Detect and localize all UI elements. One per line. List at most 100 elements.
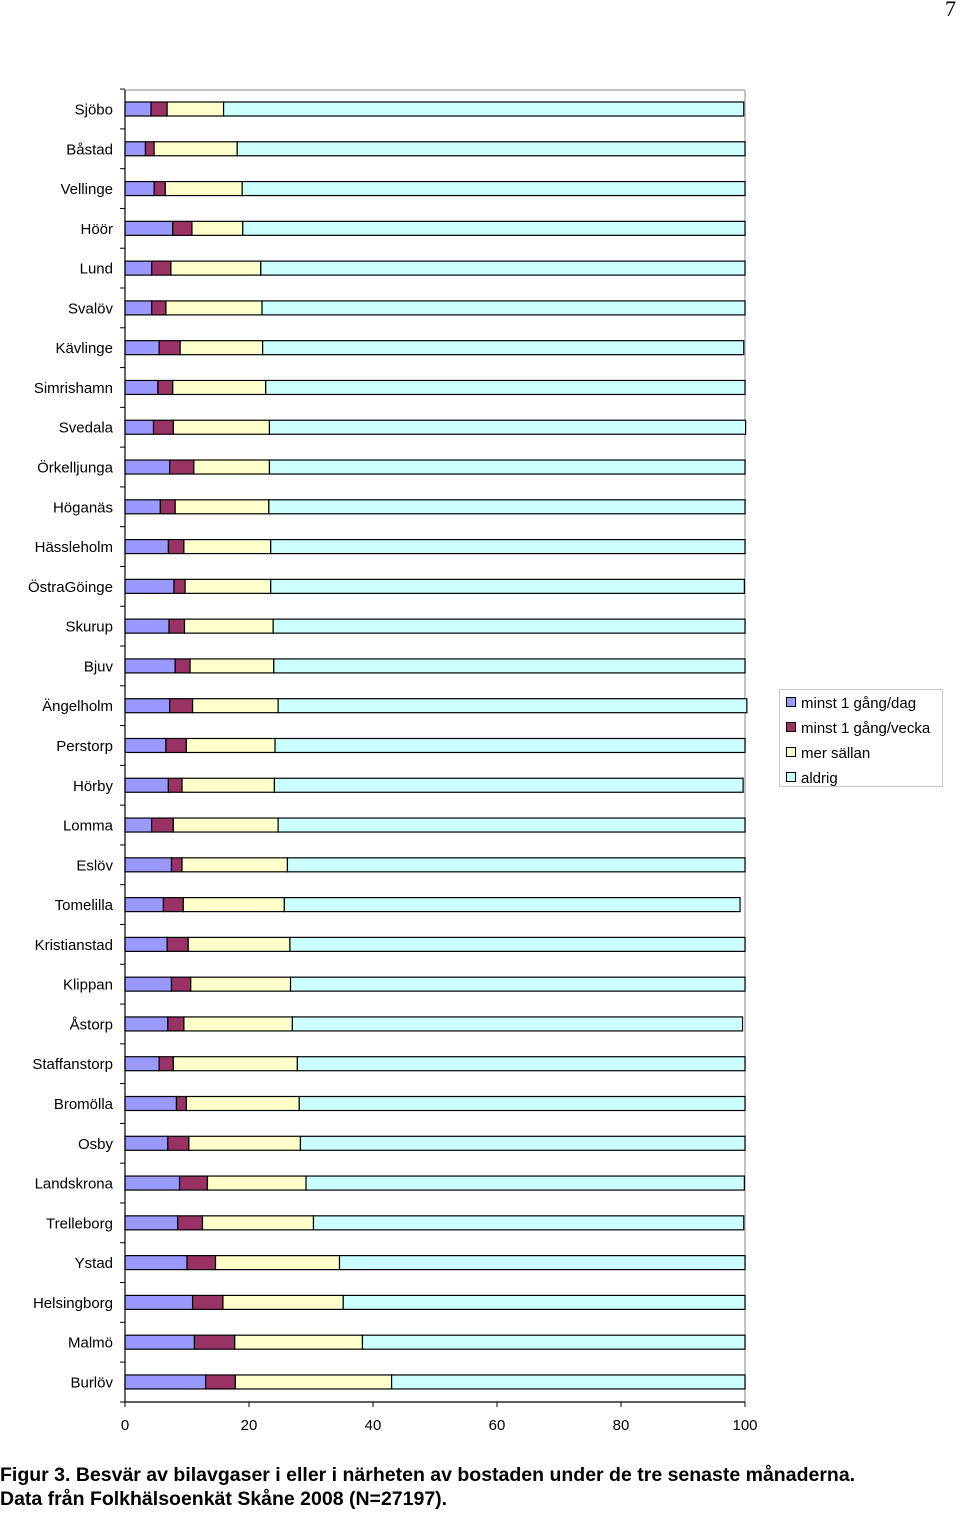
bar-segment xyxy=(185,1095,300,1112)
bar-segment xyxy=(153,180,166,197)
bar-segment xyxy=(342,1294,746,1311)
bar-segment xyxy=(361,1334,746,1350)
bar-segment xyxy=(162,896,184,913)
category-label: Bromölla xyxy=(54,1096,114,1113)
legend-item-weekly: minst 1 gång/vecka xyxy=(786,721,930,736)
bar-segment xyxy=(236,141,746,157)
category-label: Kristianstad xyxy=(35,937,113,954)
bar-segment xyxy=(166,101,225,117)
chart-legend: minst 1 gång/dag minst 1 gång/vecka mer … xyxy=(779,689,943,787)
bar-segment xyxy=(206,1175,307,1191)
bar-segment xyxy=(273,777,744,793)
bar-segment xyxy=(124,1255,188,1271)
category-label: ÖstraGöinge xyxy=(28,578,113,596)
category-label: Hörby xyxy=(73,778,114,795)
bar-segment xyxy=(270,578,745,594)
category-label: Lund xyxy=(80,261,113,278)
category-label: Åstorp xyxy=(70,1016,113,1033)
bar-segment xyxy=(191,698,279,714)
bar-segment xyxy=(201,1215,315,1231)
bar-segment xyxy=(268,499,746,515)
bar-segment xyxy=(124,1175,181,1191)
category-label: Perstorp xyxy=(56,738,113,755)
legend-swatch-weekly xyxy=(786,722,796,732)
bar-segment xyxy=(191,1294,224,1311)
category-label: Ystad xyxy=(75,1255,113,1272)
category-label: Hässleholm xyxy=(35,539,113,556)
bar-segment xyxy=(273,658,746,674)
bar-segment xyxy=(158,340,181,356)
bar-segment xyxy=(172,220,193,236)
bar-segment xyxy=(222,1294,344,1311)
legend-label-never: aldrig xyxy=(801,770,838,787)
bar-segment xyxy=(152,419,174,435)
bar-segment xyxy=(184,578,272,594)
category-label: Malmö xyxy=(68,1335,113,1352)
category-label: Sjöbo xyxy=(75,102,113,119)
bar-segment xyxy=(124,1095,178,1112)
bar-segment xyxy=(205,1374,236,1390)
category-label: Kävlinge xyxy=(55,340,113,357)
bar-segment xyxy=(234,1374,393,1390)
bar-segment xyxy=(124,618,170,634)
bar-segment xyxy=(338,1255,746,1271)
bar-segment xyxy=(159,499,176,515)
bar-segment xyxy=(299,1135,746,1151)
bar-segment xyxy=(124,578,175,594)
bar-segment xyxy=(124,340,160,356)
bar-segment xyxy=(150,101,168,117)
bar-segment xyxy=(312,1215,745,1231)
caption-line-1: Figur 3. Besvär av bilavgaser i eller i … xyxy=(0,1464,856,1486)
bar-segment xyxy=(124,300,153,316)
x-tick-label: 40 xyxy=(365,1417,382,1434)
bar-segment xyxy=(265,379,746,396)
bar-segment xyxy=(241,180,746,197)
bar-segment xyxy=(174,658,191,674)
bar-segment xyxy=(124,1056,160,1072)
bar-segment xyxy=(272,618,746,634)
category-label: Skurup xyxy=(65,619,113,636)
bar-segment xyxy=(124,1135,169,1151)
bar-segment xyxy=(170,976,192,992)
x-tick-label: 0 xyxy=(121,1417,129,1434)
bar-segment xyxy=(183,1016,293,1032)
category-label: Osby xyxy=(78,1136,114,1153)
bar-segment xyxy=(124,180,155,197)
bar-segment xyxy=(270,538,746,555)
category-label: Helsingborg xyxy=(33,1295,113,1312)
bar-segment xyxy=(124,459,171,475)
bar-segment xyxy=(274,737,746,754)
bar-segment xyxy=(260,260,746,276)
bar-segment xyxy=(158,1056,174,1072)
legend-item-never: aldrig xyxy=(786,771,838,786)
bar-segment xyxy=(124,936,168,952)
bar-segment xyxy=(283,896,741,913)
category-label: Tomelilla xyxy=(55,897,114,914)
bar-segment xyxy=(165,300,263,316)
bar-segment xyxy=(124,857,173,873)
bar-segment xyxy=(179,340,264,356)
figure-caption: Figur 3. Besvär av bilavgaser i eller i … xyxy=(0,1463,960,1511)
bar-segment xyxy=(172,379,267,396)
bar-segment xyxy=(124,737,167,754)
bar-segment xyxy=(172,1056,298,1072)
bar-segment xyxy=(124,1016,169,1032)
legend-swatch-daily xyxy=(786,697,796,707)
bar-segment xyxy=(214,1255,341,1271)
bar-segment xyxy=(167,777,183,793)
bar-segment xyxy=(151,817,174,833)
bar-segment xyxy=(174,499,270,515)
bar-segment xyxy=(124,101,152,117)
bar-segment xyxy=(298,1095,746,1112)
page-number: 7 xyxy=(945,0,956,21)
bar-segment xyxy=(305,1175,745,1191)
category-label: Höganäs xyxy=(53,499,113,516)
bar-segment xyxy=(193,1334,236,1350)
bar-segment xyxy=(168,618,186,634)
bar-segment xyxy=(222,101,745,117)
category-label: Landskrona xyxy=(35,1176,114,1193)
category-label: Ängelholm xyxy=(42,698,113,715)
category-label: Trelleborg xyxy=(46,1215,113,1232)
category-label: Burlöv xyxy=(70,1374,113,1391)
bar-segment xyxy=(189,658,275,674)
